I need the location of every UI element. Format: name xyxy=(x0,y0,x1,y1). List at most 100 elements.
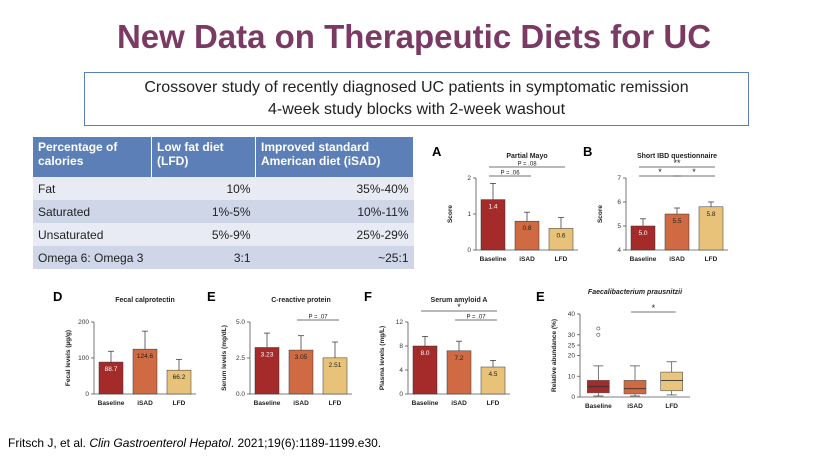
data-label: 1.4 xyxy=(488,204,497,211)
x-tick-label: Baseline xyxy=(480,256,507,263)
data-label: 4.5 xyxy=(488,371,497,378)
data-label: 2.51 xyxy=(329,362,342,369)
data-label: 88.7 xyxy=(105,366,118,373)
x-tick-label: LFD xyxy=(555,256,568,263)
data-label: 5.0 xyxy=(638,230,647,237)
bar xyxy=(98,361,124,395)
data-label: 0.6 xyxy=(556,232,565,239)
y-tick-label: 7 xyxy=(617,175,621,182)
x-tick-label: iSAD xyxy=(293,400,309,407)
y-tick-label: 25 xyxy=(568,342,576,349)
x-tick-label: iSAD xyxy=(669,256,685,263)
y-tick-label: 0 xyxy=(85,391,89,398)
y-tick-label: 1 xyxy=(467,211,471,218)
significance-label: P = .06 xyxy=(500,171,520,177)
table-row: Saturated 1%-5% 10%-11% xyxy=(33,200,414,223)
panel-letter: E xyxy=(536,289,545,304)
x-tick-label: Baseline xyxy=(585,403,612,410)
significance-label: * xyxy=(692,167,696,177)
table-cell: 10% xyxy=(151,177,256,200)
table-cell: 1%-5% xyxy=(151,200,256,223)
citation-journal: Clin Gastroenterol Hepatol xyxy=(89,436,231,450)
table-cell: ~25:1 xyxy=(255,246,414,269)
significance-label: * xyxy=(658,167,662,177)
data-label: 3.23 xyxy=(261,351,274,358)
chart-title: Faecalibacterium prausnitzii xyxy=(588,289,683,296)
bar xyxy=(664,213,690,251)
study-banner: Crossover study of recently diagnosed UC… xyxy=(84,72,749,126)
table-row: Fat 10% 35%-40% xyxy=(33,177,414,200)
y-tick-label: 20 xyxy=(568,353,576,360)
table-cell: 3:1 xyxy=(151,246,256,269)
chart-title: Serum amyloid A xyxy=(431,297,488,304)
x-tick-label: Baseline xyxy=(254,400,281,407)
citation-authors: Fritsch J, et al. xyxy=(8,436,87,450)
y-tick-label: 0 xyxy=(571,394,575,401)
y-axis-label: Relative abundance (%) xyxy=(551,319,558,392)
table-cell: Omega 6: Omega 3 xyxy=(33,246,152,269)
y-tick-label: 200 xyxy=(78,319,89,326)
data-label: 8.0 xyxy=(420,350,429,357)
y-tick-label: 100 xyxy=(78,355,89,362)
table-cell: 10%-11% xyxy=(255,200,414,223)
chart-faecalibacterium: Faecalibacterium prausnitzii Relative abu… xyxy=(551,289,690,410)
y-tick-label: 30 xyxy=(568,332,576,339)
table-row: Unsaturated 5%-9% 25%-29% xyxy=(33,223,414,246)
table-header-row: Percentage of calories Low fat diet (LFD… xyxy=(33,137,414,177)
diet-composition-table: Percentage of calories Low fat diet (LFD… xyxy=(33,137,414,269)
y-tick-label: 0 xyxy=(467,247,471,254)
x-tick-label: LFD xyxy=(665,403,678,410)
chart-partial-mayo: Partial Mayo Score 0 1 2 Baseline iSAD LFD 1.4 0.… xyxy=(447,153,578,263)
bar xyxy=(254,347,280,395)
data-label: 5.8 xyxy=(706,211,715,218)
y-axis-label: Score xyxy=(447,205,454,223)
table-cell: 5%-9% xyxy=(151,223,256,246)
bar xyxy=(480,366,506,395)
box xyxy=(660,371,683,392)
box-outlier xyxy=(596,332,601,337)
bar xyxy=(322,357,348,395)
chart-short-ibd-questionnaire: Short IBD questionnaire Score 4 5 6 7 Baseline… xyxy=(597,153,728,263)
x-tick-label: LFD xyxy=(487,400,500,407)
x-tick-label: iSAD xyxy=(519,256,535,263)
x-tick-label: iSAD xyxy=(627,403,643,410)
table-header: Low fat diet (LFD) xyxy=(151,137,256,177)
panel-letter: D xyxy=(53,289,63,304)
table-cell: 25%-29% xyxy=(255,223,414,246)
bar xyxy=(480,199,506,251)
table-cell: Unsaturated xyxy=(33,223,152,246)
y-tick-label: 5 xyxy=(617,223,621,230)
x-tick-label: Baseline xyxy=(98,400,125,407)
y-tick-label: 5.0 xyxy=(236,319,245,326)
x-tick-label: iSAD xyxy=(137,400,153,407)
y-tick-label: 2.5 xyxy=(236,355,245,362)
chart-serum-amyloid-a: Serum amyloid A Plasma levels (mg/L) 0 4 8 12… xyxy=(379,297,510,407)
y-tick-label: 0 xyxy=(399,391,403,398)
data-label: 0.8 xyxy=(522,225,531,232)
chart-title: Fecal calprotectin xyxy=(115,297,175,304)
table-header: Percentage of calories xyxy=(33,137,152,177)
x-tick-label: LFD xyxy=(705,256,718,263)
bar xyxy=(514,220,540,251)
y-axis-label: Serum levels (mg/dL) xyxy=(221,325,228,391)
citation: Fritsch J, et al. Clin Gastroenterol Hep… xyxy=(8,436,381,450)
y-tick-label: 6 xyxy=(617,199,621,206)
data-label: 7.2 xyxy=(454,355,463,362)
significance-label: * xyxy=(457,302,461,312)
panel-letter: F xyxy=(364,289,372,304)
citation-details: . 2021;19(6):1189-1199.e30. xyxy=(230,436,382,450)
data-label: 3.05 xyxy=(295,354,308,361)
x-tick-label: LFD xyxy=(173,400,186,407)
bar xyxy=(630,225,656,251)
box-outlier xyxy=(596,326,601,331)
chart-fecal-calprotectin: Fecal calprotectin Fecal levels (µg/g) 0 10… xyxy=(65,297,196,407)
y-tick-label: 0.0 xyxy=(236,391,245,398)
y-axis-label: Fecal levels (µg/g) xyxy=(65,330,72,386)
bar xyxy=(412,345,438,395)
y-tick-label: 10 xyxy=(568,373,576,380)
y-tick-label: 40 xyxy=(568,311,576,318)
significance-label: ** xyxy=(673,158,681,168)
bar xyxy=(288,349,314,395)
x-tick-label: iSAD xyxy=(451,400,467,407)
bar xyxy=(132,348,158,395)
